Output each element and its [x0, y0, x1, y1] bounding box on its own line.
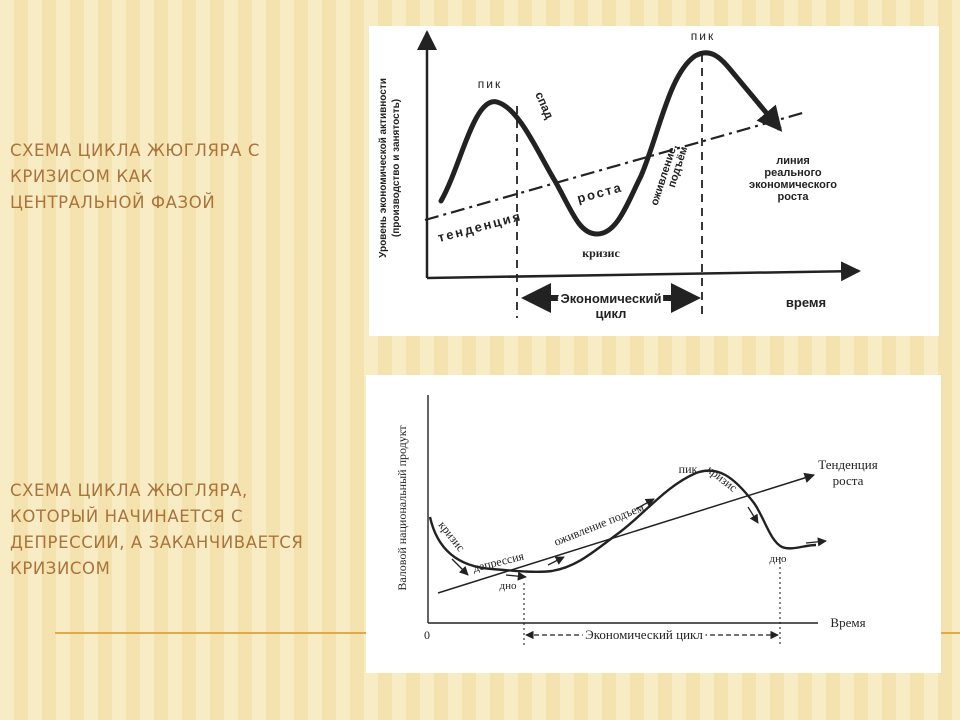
top-trend-label-2: роста: [575, 179, 624, 206]
top-cycle-label-2: цикл: [596, 306, 627, 321]
diagram-bottom-svg: Валовой национальный продукт 0 Время кри…: [395, 395, 878, 645]
juglar-cycle-diagram-crisis-center: Уровень экономической активности (произв…: [369, 26, 939, 336]
slide-heading-top: Схема цикла Жюгляра с кризисом как центр…: [10, 138, 260, 216]
top-peak-left-label: пик: [478, 77, 502, 91]
top-crisis-label: кризис: [582, 246, 620, 260]
top-real-growth-label-1: линия: [776, 155, 810, 167]
slide-heading-bottom: Схема цикла Жюгляра, который начинается …: [10, 478, 303, 582]
bottom-trend-label-2: роста: [833, 473, 864, 488]
heading-bottom-line-2: который начинается с: [10, 507, 244, 526]
top-y-label-2: (производство и занятость): [391, 99, 402, 237]
top-y-label-1: Уровень экономической активности: [378, 78, 389, 258]
bottom-cycle-label: Экономический цикл: [585, 627, 703, 642]
heading-top-line-3: центральной фазой: [10, 193, 216, 212]
bottom-arrow-end: [805, 537, 827, 547]
top-trend-label-1: тенденция: [436, 208, 523, 245]
top-cycle-curve: [438, 50, 783, 237]
bottom-y-label: Валовой национальный продукт: [395, 425, 409, 591]
heading-bottom-line-1: Схема цикла Жюгляра,: [10, 481, 248, 500]
bottom-arrow-recovery: [547, 556, 565, 566]
bottom-crisis-right-label: кризис: [704, 462, 740, 494]
top-trend-line: [424, 110, 807, 222]
bottom-trend-line: [437, 472, 816, 594]
top-x-axis: [426, 261, 861, 282]
bottom-trend-label-1: Тенденция: [818, 457, 877, 472]
top-real-growth-label-3: экономического: [749, 179, 837, 191]
top-decline-label: спад: [532, 90, 556, 122]
diagram-top-svg: Уровень экономической активности (произв…: [378, 29, 861, 321]
bottom-arrow-depression: [505, 571, 527, 581]
juglar-cycle-diagram-depression-start: Валовой национальный продукт 0 Время кри…: [366, 375, 941, 673]
heading-top-line-1: Схема цикла Жюгляра с: [10, 141, 260, 160]
bottom-origin-label: 0: [424, 628, 430, 642]
bottom-recovery-boom-label: оживление подъем: [552, 500, 646, 549]
bottom-crisis-left-label: кризис: [436, 518, 468, 554]
top-real-growth-label-4: роста: [778, 191, 810, 203]
bottom-arrow-boom: [635, 498, 655, 510]
top-real-growth-label-2: реального: [764, 167, 822, 179]
heading-bottom-line-3: депрессии, а заканчивается: [10, 533, 304, 552]
top-cycle-label-1: Экономический: [560, 291, 661, 306]
top-peak-right-label: пик: [691, 29, 715, 43]
heading-bottom-line-4: кризисом: [10, 559, 111, 578]
bottom-peak-label: пик: [679, 462, 698, 476]
bottom-x-label: Время: [830, 615, 865, 630]
heading-top-line-2: кризисом как: [10, 167, 153, 186]
bottom-arrow-crisis: [451, 558, 469, 576]
bottom-arrow-crisis-right: [747, 506, 759, 524]
top-x-label: время: [786, 295, 826, 310]
bottom-dno-right-label: дно: [770, 553, 787, 565]
bottom-dno-left-label: дно: [500, 580, 517, 592]
bottom-cycle-curve: [428, 469, 817, 574]
